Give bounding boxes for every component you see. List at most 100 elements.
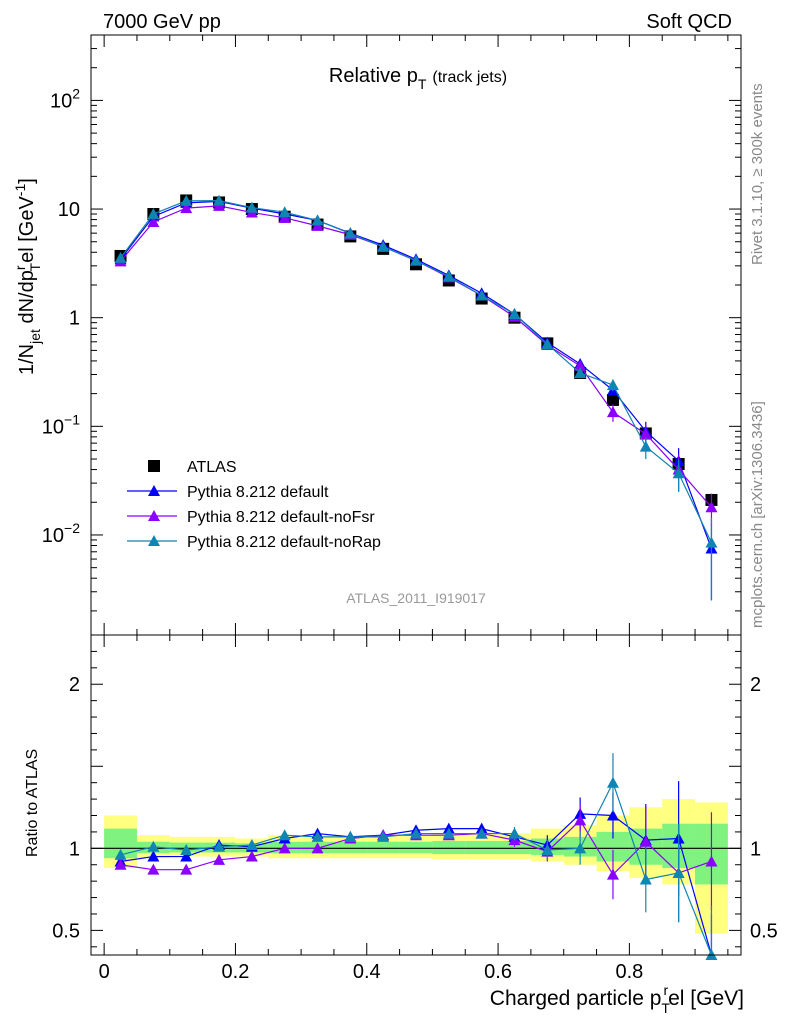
ratio-point bbox=[639, 873, 652, 885]
mc-point bbox=[410, 254, 422, 266]
mc-point bbox=[377, 240, 390, 252]
ratio-point bbox=[606, 809, 619, 821]
ratio-frame bbox=[90, 634, 742, 956]
ratio-ytick-label: 2 bbox=[69, 674, 80, 696]
mc-point bbox=[606, 379, 619, 391]
ratio-point bbox=[639, 835, 652, 847]
legend-entry: Pythia 8.212 default-noRap bbox=[127, 534, 381, 551]
ratio-ytick-label: 1 bbox=[69, 838, 80, 860]
ratio-point bbox=[245, 850, 258, 862]
series-pythia-8-212-default-norap bbox=[114, 194, 718, 601]
uncertainty-band-green bbox=[399, 841, 433, 854]
mc-point bbox=[705, 536, 718, 548]
main-ytick-label: 102 bbox=[50, 85, 80, 112]
ratio-point bbox=[344, 830, 357, 842]
mcplots-label: mcplots.cern.ch [arXiv:1306.3436] bbox=[749, 401, 766, 628]
ratio-point bbox=[672, 866, 685, 878]
mc-point bbox=[541, 338, 554, 350]
main-ytick-label: 10−1 bbox=[42, 411, 80, 438]
ratio-point bbox=[606, 776, 619, 788]
main-ytick-label: 10 bbox=[58, 199, 80, 221]
uncertainty-band-green bbox=[498, 840, 531, 855]
uncertainty-band-green bbox=[432, 840, 466, 855]
ratio-xtick-label: 0.4 bbox=[353, 961, 381, 983]
ratio-ytick-label-right: 0.5 bbox=[750, 920, 778, 942]
ratio-point bbox=[180, 863, 193, 875]
ratio-point bbox=[442, 827, 455, 839]
ratio-point bbox=[278, 829, 291, 841]
mc-point bbox=[180, 202, 193, 214]
ratio-point bbox=[147, 850, 160, 862]
ratio-point bbox=[475, 827, 488, 839]
main-panel: 10−2 10−1 1 10 102 Relative pT (track jets) 1… bbox=[12, 34, 742, 636]
legend-label: ATLAS bbox=[187, 459, 237, 476]
main-ylabel: 1/Njet dN/dprTel [GeV-1] bbox=[12, 178, 43, 375]
ratio-point bbox=[541, 843, 554, 855]
ratio-point bbox=[410, 827, 422, 839]
legend-label: Pythia 8.212 default-noFsr bbox=[187, 509, 375, 526]
ratio-ytick-label-right: 2 bbox=[750, 674, 761, 696]
mc-point bbox=[114, 251, 127, 263]
mc-point bbox=[705, 501, 718, 513]
ratio-series-pythia-8-212-default-norap bbox=[114, 753, 718, 960]
analysis-id: ATLAS_2011_I919017 bbox=[346, 590, 486, 606]
ratio-point bbox=[377, 830, 390, 842]
main-ytick-label: 10−2 bbox=[42, 520, 80, 547]
mc-point bbox=[344, 227, 357, 239]
legend-entry: ATLAS bbox=[148, 459, 237, 476]
ratio-point bbox=[606, 868, 619, 880]
uncertainty-band-green bbox=[366, 841, 400, 854]
ratio-point bbox=[311, 842, 324, 854]
ratio-point bbox=[180, 843, 193, 855]
mc-point bbox=[606, 406, 619, 418]
legend-entry: Pythia 8.212 default bbox=[127, 484, 329, 501]
mc-point bbox=[475, 289, 488, 301]
ratio-xtick-label: 0.8 bbox=[615, 961, 643, 983]
main-title: Relative pT (track jets) bbox=[329, 65, 507, 92]
mc-point bbox=[311, 214, 324, 226]
ratio-ytick-label-right: 1 bbox=[750, 838, 761, 860]
ratio-xlabel: Charged particle pTrel [GeV] bbox=[490, 982, 744, 1016]
main-ytick-label: 1 bbox=[69, 308, 80, 330]
mc-point bbox=[508, 308, 521, 320]
ratio-xtick-label: 0 bbox=[99, 961, 110, 983]
ratio-point bbox=[245, 839, 258, 851]
rivet-label: Rivet 3.1.10, ≥ 300k events bbox=[749, 83, 766, 265]
legend-marker bbox=[148, 535, 160, 546]
mc-point bbox=[180, 194, 193, 206]
legend-marker bbox=[148, 485, 160, 496]
ratio-point bbox=[705, 855, 718, 867]
ratio-point bbox=[147, 863, 160, 875]
legend-label: Pythia 8.212 default-noRap bbox=[187, 534, 381, 551]
ratio-point bbox=[574, 842, 587, 854]
ratio-xtick-label: 0.6 bbox=[484, 961, 512, 983]
uncertainty-band-green bbox=[333, 841, 367, 854]
ratio-ytick-label: 0.5 bbox=[52, 920, 80, 942]
ratio-point bbox=[213, 853, 226, 865]
ratio-point bbox=[508, 827, 521, 839]
mc-point bbox=[639, 427, 652, 439]
legend: ATLAS Pythia 8.212 default Pythia 8.212 de… bbox=[127, 459, 381, 551]
legend-entry: Pythia 8.212 default-noFsr bbox=[127, 509, 375, 526]
ratio-point bbox=[114, 848, 127, 860]
ratio-ylabel: Ratio to ATLAS bbox=[24, 749, 41, 857]
ratio-panel: 0 0.2 0.4 0.6 0.8 0.5 0.5 1 1 2 2 Ratio to ATLAS C… bbox=[24, 634, 778, 1016]
mc-point bbox=[213, 194, 226, 206]
mc-point bbox=[442, 270, 455, 282]
mc-point bbox=[672, 467, 685, 479]
ratio-point bbox=[180, 850, 193, 862]
ratio-point bbox=[574, 814, 587, 826]
header-left: 7000 GeV pp bbox=[103, 11, 221, 33]
mc-point bbox=[245, 201, 258, 213]
legend-marker bbox=[148, 510, 160, 521]
series-pythia-8-212-default-nofsr bbox=[114, 199, 718, 527]
mc-point bbox=[278, 206, 291, 218]
mc-point bbox=[574, 359, 587, 371]
legend-marker bbox=[148, 460, 160, 472]
atlas-point bbox=[606, 393, 619, 406]
mc-point bbox=[639, 440, 652, 452]
mc-point bbox=[147, 208, 160, 220]
ratio-point bbox=[147, 840, 160, 852]
uncertainty-band-green bbox=[465, 840, 499, 855]
